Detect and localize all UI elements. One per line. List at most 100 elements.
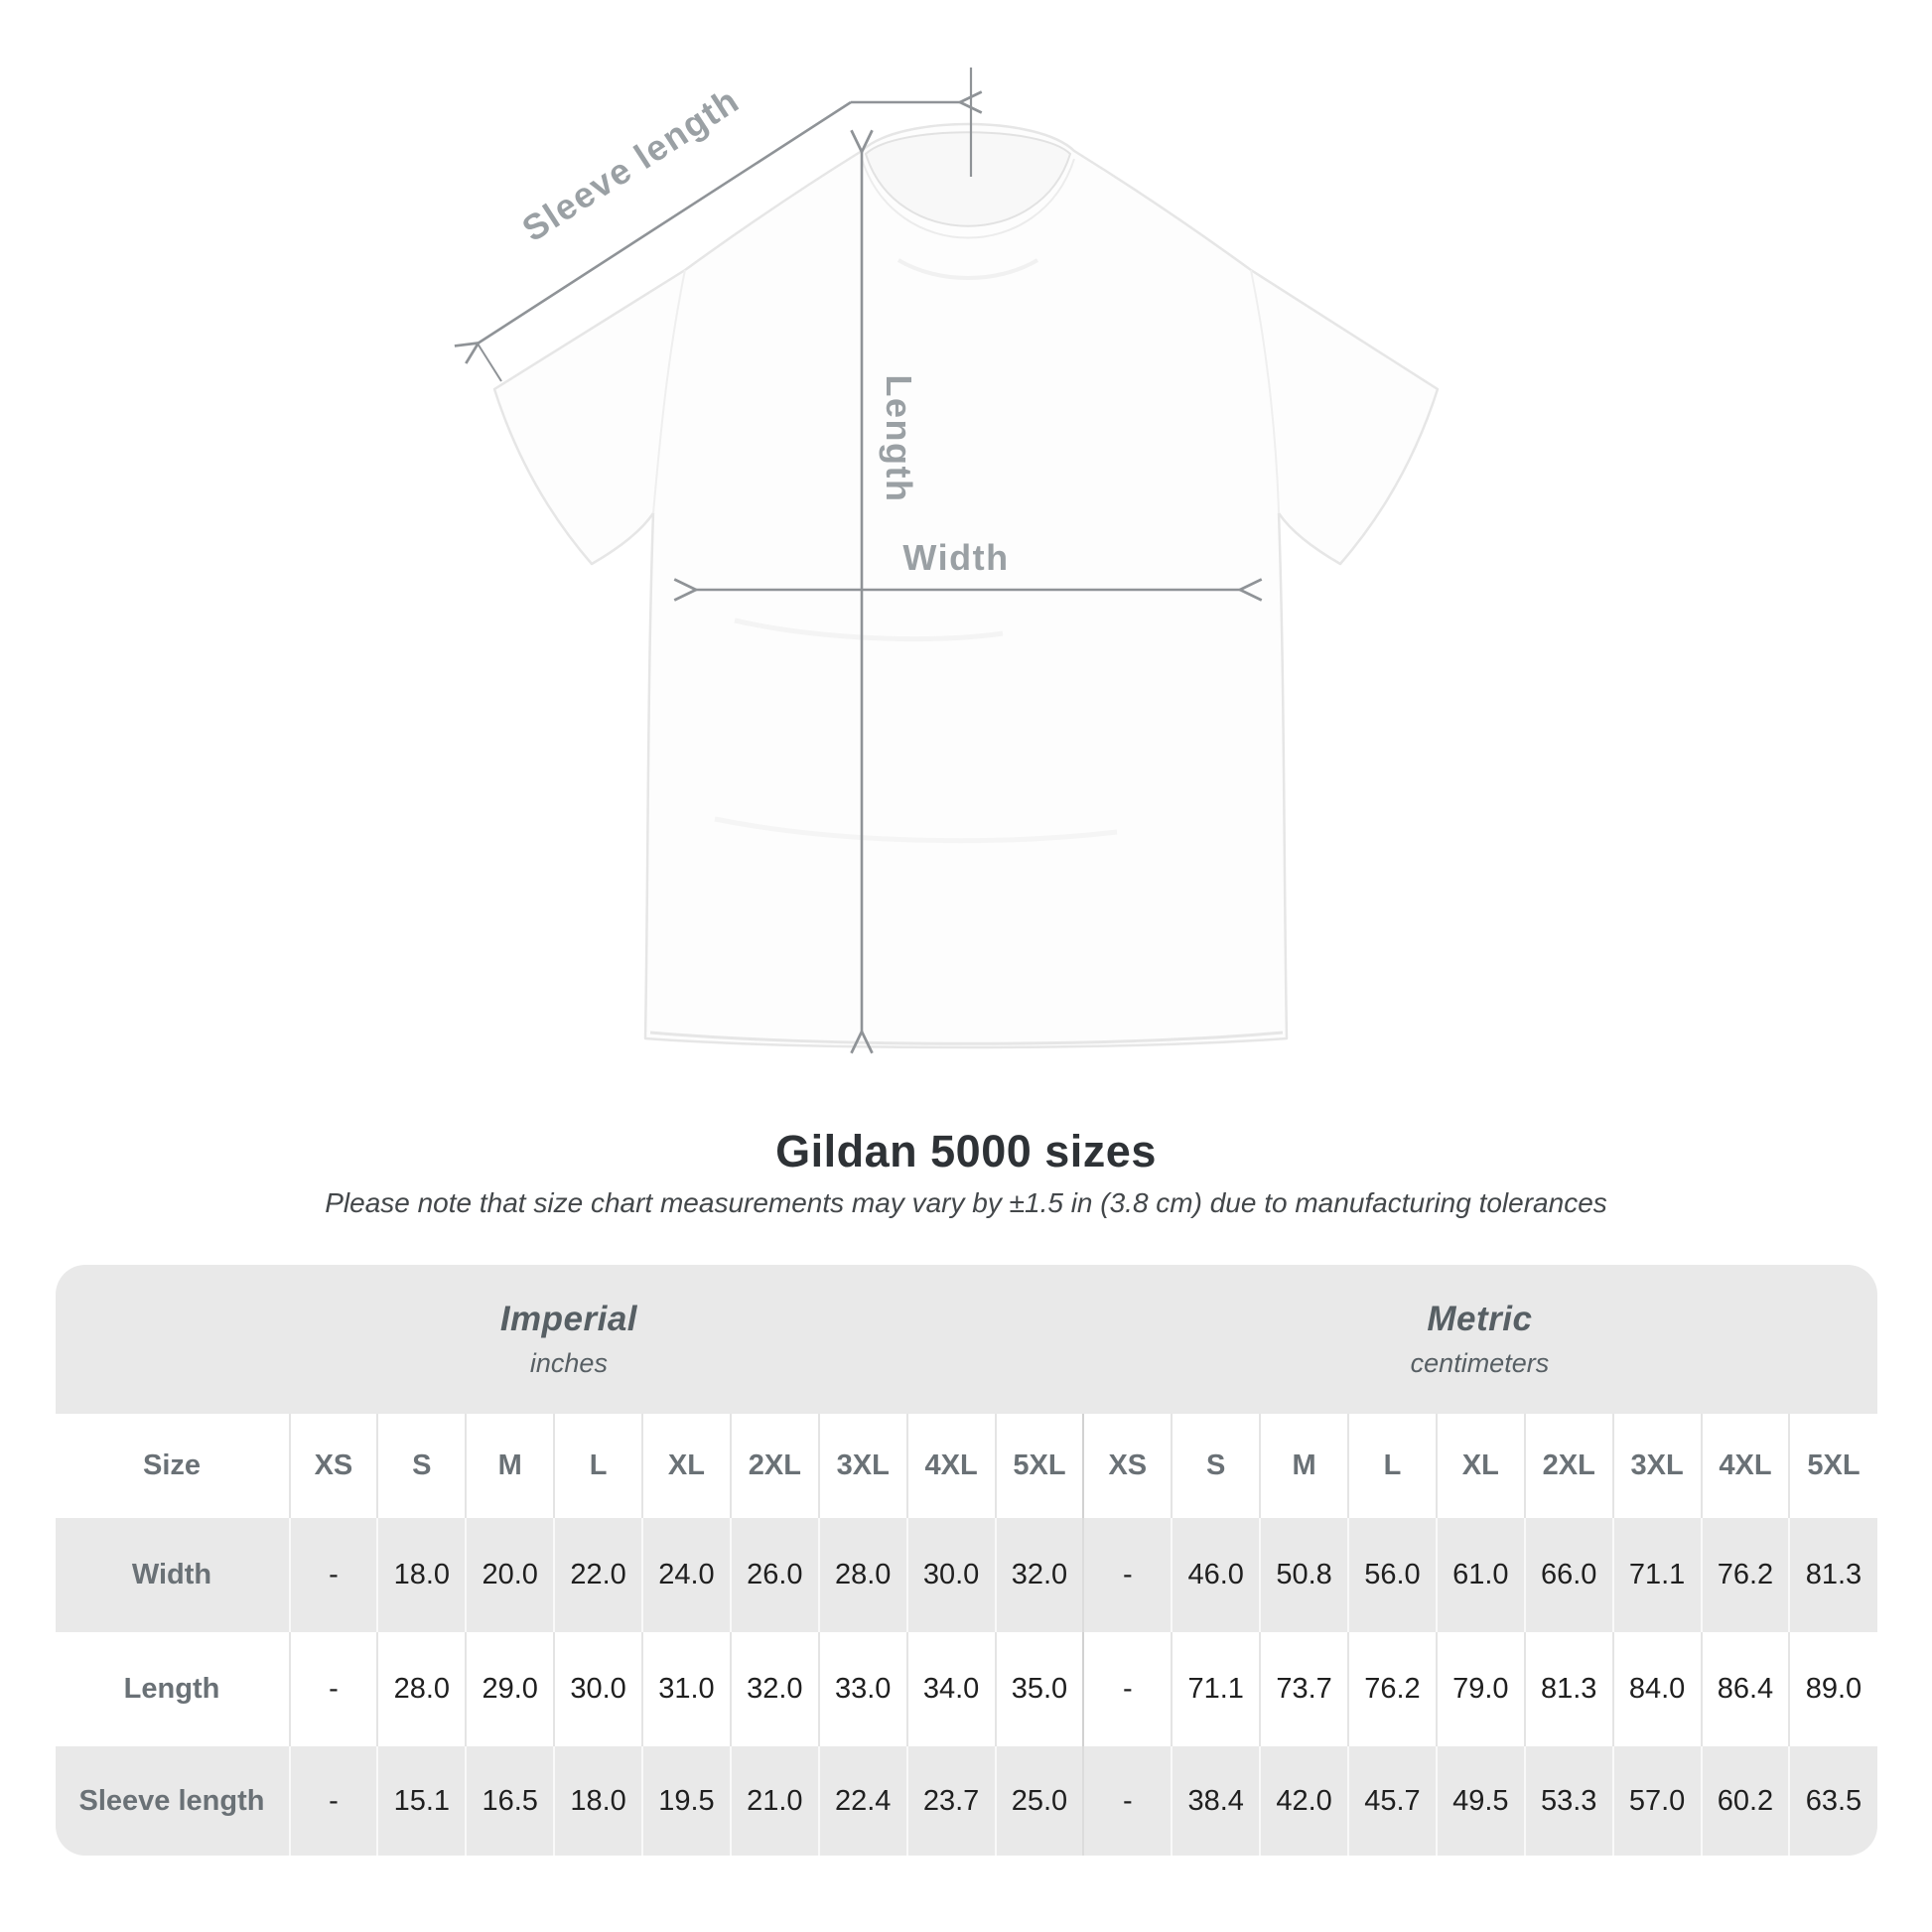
tshirt-measurement-diagram: Sleeve length Length Width: [454, 68, 1440, 1054]
imperial-value-l: 30.0: [553, 1632, 641, 1746]
imperial-value-m: 20.0: [465, 1518, 553, 1632]
imperial-value-2xl: 21.0: [729, 1746, 818, 1856]
imperial-value-xl: 24.0: [641, 1518, 730, 1632]
metric-value-l: 76.2: [1347, 1632, 1436, 1746]
imperial-unit-label: inches: [529, 1348, 608, 1378]
width-label: Width: [902, 537, 1009, 578]
metric-size-header-2xl: 2XL: [1523, 1414, 1612, 1518]
metric-value-2xl: 53.3: [1523, 1746, 1612, 1856]
imperial-value-s: 28.0: [376, 1632, 465, 1746]
imperial-value-3xl: 28.0: [817, 1518, 906, 1632]
imperial-size-header-3xl: 3XL: [817, 1414, 906, 1518]
row-label: Length: [123, 1673, 220, 1705]
page-subtitle: Please note that size chart measurements…: [325, 1187, 1607, 1218]
metric-value-m: 42.0: [1259, 1746, 1347, 1856]
metric-size-header-3xl: 3XL: [1611, 1414, 1701, 1518]
imperial-value-4xl: 23.7: [905, 1746, 995, 1856]
sleeve-length-arrow: [454, 100, 852, 364]
imperial-size-header-xl: XL: [641, 1414, 730, 1518]
imperial-label: Imperial: [499, 1300, 638, 1338]
tshirt-collar-seam: [861, 158, 1075, 239]
metric-value-xl: 79.0: [1435, 1632, 1524, 1746]
imperial-size-header-s: S: [376, 1414, 466, 1518]
metric-size-header-5xl: 5XL: [1788, 1414, 1877, 1518]
unit-group-header-row: Imperial inches Metric centimeters: [55, 1265, 1877, 1414]
imperial-value-5xl: 35.0: [994, 1632, 1083, 1746]
imperial-value-5xl: 25.0: [994, 1746, 1083, 1856]
metric-value-4xl: 60.2: [1700, 1746, 1789, 1856]
imperial-value-xl: 19.5: [641, 1746, 730, 1856]
imperial-value-s: 15.1: [376, 1746, 465, 1856]
measurement-row-width: Width -18.0 20.0 22.0 24.0 26.0 28.0 30.0 32.0-4…: [55, 1518, 1877, 1632]
metric-value-5xl: 89.0: [1788, 1632, 1876, 1746]
metric-value-xs: -: [1082, 1518, 1171, 1632]
tshirt-diagram-svg: Sleeve length Length Width: [454, 68, 1440, 1054]
imperial-size-header-5xl: 5XL: [994, 1414, 1083, 1518]
metric-value-2xl: 81.3: [1523, 1632, 1612, 1746]
row-label: Width: [131, 1559, 212, 1590]
metric-group-header: Metric centimeters: [1082, 1265, 1877, 1414]
tshirt-body: [492, 122, 1440, 1049]
metric-label: Metric: [1427, 1300, 1533, 1338]
metric-value-3xl: 57.0: [1611, 1746, 1701, 1856]
size-corner-header: Size: [55, 1414, 289, 1518]
imperial-size-header-l: L: [553, 1414, 641, 1518]
length-label: Length: [879, 375, 919, 503]
metric-size-header-l: L: [1347, 1414, 1436, 1518]
imperial-value-xs: -: [288, 1518, 377, 1632]
metric-value-3xl: 84.0: [1611, 1632, 1701, 1746]
imperial-value-l: 22.0: [553, 1518, 641, 1632]
sleeve-length-label: Sleeve length: [515, 79, 747, 249]
metric-unit-label: centimeters: [1410, 1348, 1550, 1378]
tshirt-graphic: [492, 122, 1440, 1049]
imperial-value-4xl: 34.0: [905, 1632, 995, 1746]
size-chart-table: Imperial inches Metric centimeters Size …: [55, 1265, 1877, 1856]
metric-value-s: 38.4: [1171, 1746, 1259, 1856]
measurement-row-length: Length -28.0 29.0 30.0 31.0 32.0 33.0 34.0 35.0-…: [55, 1632, 1877, 1746]
sleeve-length-extension-line: [477, 343, 502, 382]
metric-value-xs: -: [1082, 1746, 1171, 1856]
tshirt-hem-shadow: [649, 1031, 1284, 1045]
metric-value-3xl: 71.1: [1611, 1518, 1701, 1632]
metric-value-5xl: 81.3: [1788, 1518, 1876, 1632]
tshirt-neck-opening: [864, 131, 1072, 227]
metric-size-header-xl: XL: [1435, 1414, 1524, 1518]
measurement-arrows: [454, 68, 1263, 1054]
metric-size-header-s: S: [1171, 1414, 1260, 1518]
metric-value-m: 73.7: [1259, 1632, 1347, 1746]
metric-value-4xl: 76.2: [1700, 1518, 1789, 1632]
imperial-size-header-xs: XS: [288, 1414, 377, 1518]
metric-size-header-xs: XS: [1082, 1414, 1172, 1518]
tshirt-right-sleeve-seam: [1250, 269, 1280, 514]
imperial-size-header-2xl: 2XL: [729, 1414, 818, 1518]
imperial-size-header-m: M: [465, 1414, 554, 1518]
metric-value-m: 50.8: [1259, 1518, 1347, 1632]
imperial-value-m: 29.0: [465, 1632, 553, 1746]
imperial-value-2xl: 26.0: [729, 1518, 818, 1632]
page-title: Gildan 5000 sizes: [775, 1126, 1157, 1176]
metric-value-xs: -: [1082, 1632, 1171, 1746]
imperial-value-5xl: 32.0: [994, 1518, 1083, 1632]
metric-value-xl: 49.5: [1435, 1746, 1524, 1856]
metric-size-header-4xl: 4XL: [1700, 1414, 1789, 1518]
imperial-value-2xl: 32.0: [729, 1632, 818, 1746]
metric-value-l: 45.7: [1347, 1746, 1436, 1856]
metric-value-4xl: 86.4: [1700, 1632, 1789, 1746]
imperial-group-header: Imperial inches: [55, 1265, 1083, 1414]
metric-value-s: 71.1: [1171, 1632, 1259, 1746]
imperial-value-l: 18.0: [553, 1746, 641, 1856]
tshirt-wrinkle: [714, 816, 1118, 844]
metric-value-s: 46.0: [1171, 1518, 1259, 1632]
size-chart: Imperial inches Metric centimeters Size …: [55, 1265, 1877, 1856]
imperial-value-xl: 31.0: [641, 1632, 730, 1746]
imperial-value-m: 16.5: [465, 1746, 553, 1856]
metric-value-xl: 61.0: [1435, 1518, 1524, 1632]
tshirt-wrinkle: [734, 618, 1004, 642]
size-header-row: Size XS S M L XL 2XL 3XL 4XL 5XL XS S M L XL 2XL 3XL 4XL…: [55, 1414, 1877, 1518]
metric-value-5xl: 63.5: [1788, 1746, 1876, 1856]
imperial-value-3xl: 22.4: [817, 1746, 906, 1856]
imperial-value-4xl: 30.0: [905, 1518, 995, 1632]
tshirt-left-sleeve-seam: [652, 269, 686, 514]
metric-value-l: 56.0: [1347, 1518, 1436, 1632]
imperial-size-header-4xl: 4XL: [905, 1414, 995, 1518]
